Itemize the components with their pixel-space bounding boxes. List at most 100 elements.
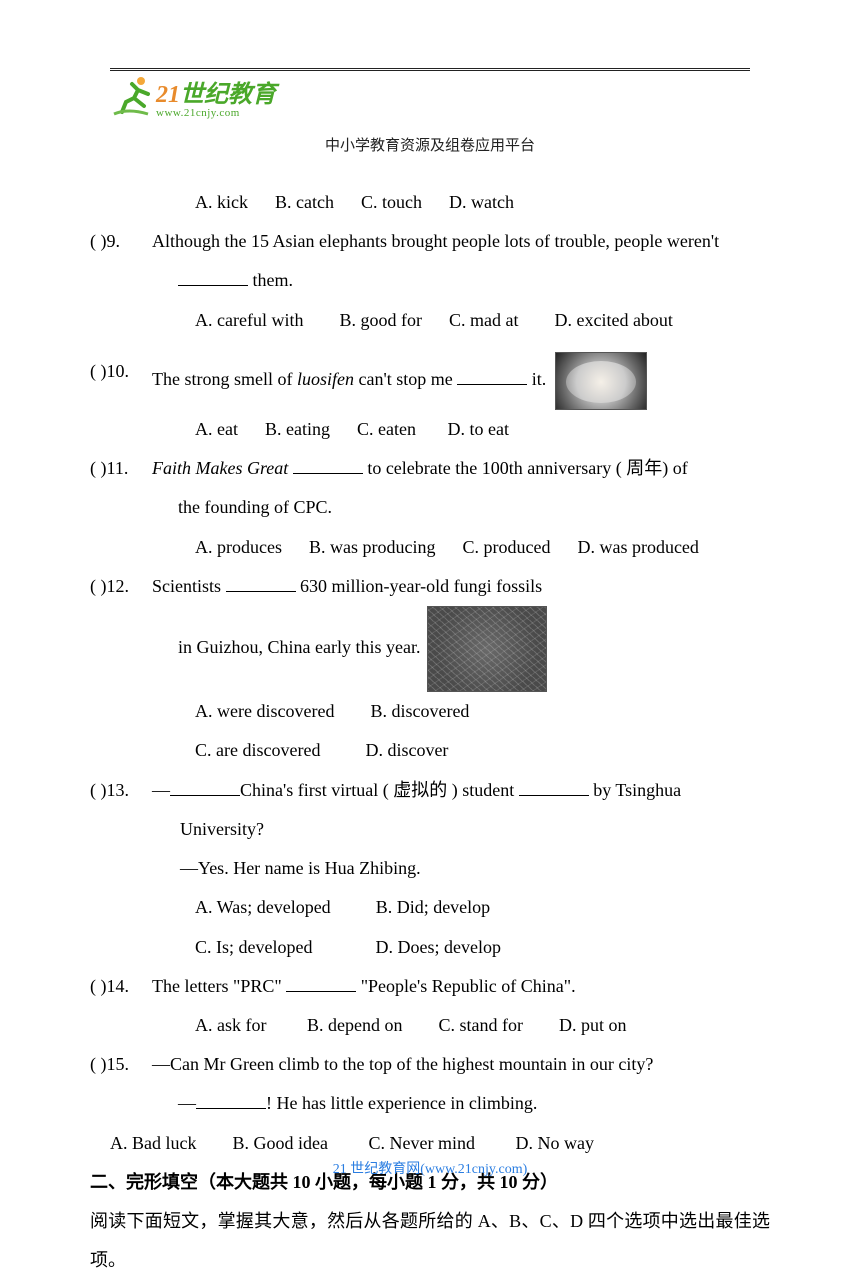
logo-brand: 21世纪教育 <box>156 74 276 109</box>
page-subtitle: 中小学教育资源及组卷应用平台 <box>90 134 770 155</box>
q10-paren[interactable]: ( )10. <box>90 352 152 410</box>
q12-options-cd: C. are discovered D. discover <box>195 731 770 770</box>
q13-options-ab: A. Was; developed B. Did; develop <box>195 888 770 927</box>
logo-green: 世纪教育 <box>180 82 276 108</box>
q15-blank[interactable] <box>196 1090 266 1110</box>
q12-text3: in Guizhou, China early this year. <box>178 637 420 657</box>
q10-text1: The strong smell of <box>152 369 297 389</box>
q12-c: C. are discovered <box>195 740 320 760</box>
q10-d: D. to eat <box>447 419 508 439</box>
q14-options: A. ask for B. depend on C. stand for D. … <box>195 1006 770 1045</box>
q10-c: C. eaten <box>357 419 416 439</box>
q8-b: B. catch <box>275 192 334 212</box>
q13-paren[interactable]: ( )13. <box>90 771 152 810</box>
q10-a: A. eat <box>195 419 238 439</box>
q11-blank[interactable] <box>293 454 363 474</box>
q10-options: A. eat B. eating C. eaten D. to eat <box>195 410 770 449</box>
section2-instr: 阅读下面短文，掌握其大意，然后从各题所给的 A、B、C、D 四个选项中选出最佳选… <box>90 1202 770 1280</box>
q11-d: D. was produced <box>577 537 698 557</box>
q13-cont1: University? <box>180 810 770 849</box>
q13-text2: China's first virtual ( 虚拟的 ) student <box>240 780 519 800</box>
q15-text3: ! He has little experience in climbing. <box>266 1093 537 1113</box>
q12-text1: Scientists <box>152 576 226 596</box>
q12-paren[interactable]: ( )12. <box>90 567 152 606</box>
q11-text2: to celebrate the 100th anniversary ( 周年)… <box>363 458 688 478</box>
q13-options-cd: C. Is; developed D. Does; develop <box>195 928 770 967</box>
q10-blank[interactable] <box>457 365 527 385</box>
q15-text1: —Can Mr Green climb to the top of the hi… <box>152 1045 770 1084</box>
q15-cont: — ! He has little experience in climbing. <box>178 1084 770 1123</box>
logo-orange: 21 <box>156 82 180 108</box>
q9-c: C. mad at <box>449 310 519 330</box>
q10-text3: it. <box>527 369 546 389</box>
q9-a: A. careful with <box>195 310 303 330</box>
q14-blank[interactable] <box>286 972 356 992</box>
q13: ( )13. — China's first virtual ( 虚拟的 ) st… <box>90 771 770 810</box>
q9-cont: them. <box>178 261 770 300</box>
q15-d: D. No way <box>515 1133 594 1153</box>
q11-c: C. produced <box>462 537 550 557</box>
q13-body: — China's first virtual ( 虚拟的 ) student b… <box>152 771 770 810</box>
q10-italic: luosifen <box>297 369 354 389</box>
q13-cont2: —Yes. Her name is Hua Zhibing. <box>180 849 770 888</box>
q12-text2: 630 million-year-old fungi fossils <box>296 576 543 596</box>
q8-d: D. watch <box>449 192 514 212</box>
q10-b: B. eating <box>265 419 330 439</box>
fossil-image <box>427 606 547 692</box>
q13-blank2[interactable] <box>519 776 589 796</box>
q11-cont: the founding of CPC. <box>178 488 770 527</box>
q9-blank[interactable] <box>178 267 248 287</box>
q8-options: A. kick B. catch C. touch D. watch <box>195 183 770 222</box>
q14: ( )14. The letters "PRC" "People's Repub… <box>90 967 770 1006</box>
q10-text2: can't stop me <box>354 369 457 389</box>
q11-paren[interactable]: ( )11. <box>90 449 152 488</box>
q13-b: B. Did; develop <box>376 897 491 917</box>
q11-options: A. produces B. was producing C. produced… <box>195 528 770 567</box>
q9-b: B. good for <box>339 310 422 330</box>
q12: ( )12. Scientists 630 million-year-old f… <box>90 567 770 606</box>
q11-italic: Faith Makes Great <box>152 458 288 478</box>
q9-d: D. excited about <box>554 310 672 330</box>
q9: ( )9. Although the 15 Asian elephants br… <box>90 222 770 261</box>
q14-text2: "People's Republic of China". <box>356 976 575 996</box>
q13-c: C. Is; developed <box>195 937 312 957</box>
q11: ( )11. Faith Makes Great to celebrate th… <box>90 449 770 488</box>
logo: 21世纪教育 www.21cnjy.com <box>108 72 276 120</box>
q9-text1: Although the 15 Asian elephants brought … <box>152 222 770 261</box>
q9-text2: them. <box>248 270 293 290</box>
q15-text2: — <box>178 1093 196 1113</box>
footer: 21 世纪教育网(www.21cnjy.com) <box>0 1158 860 1178</box>
q11-a: A. produces <box>195 537 282 557</box>
q13-d: D. Does; develop <box>375 937 500 957</box>
q14-c: C. stand for <box>438 1015 523 1035</box>
q12-d: D. discover <box>365 740 448 760</box>
q14-a: A. ask for <box>195 1015 266 1035</box>
q13-a: A. Was; developed <box>195 897 331 917</box>
q13-text3: by Tsinghua <box>589 780 681 800</box>
q14-paren[interactable]: ( )14. <box>90 967 152 1006</box>
q12-options-ab: A. were discovered B. discovered <box>195 692 770 731</box>
q13-blank1[interactable] <box>170 776 240 796</box>
header-rule <box>110 68 750 71</box>
q12-body: Scientists 630 million-year-old fungi fo… <box>152 567 770 606</box>
q8-a: A. kick <box>195 192 248 212</box>
q8-c: C. touch <box>361 192 422 212</box>
q14-d: D. put on <box>559 1015 627 1035</box>
content: A. kick B. catch C. touch D. watch ( )9.… <box>90 183 770 1281</box>
q12-cont: in Guizhou, China early this year. <box>178 606 770 692</box>
q15-a: A. Bad luck <box>110 1133 196 1153</box>
q15: ( )15. —Can Mr Green climb to the top of… <box>90 1045 770 1084</box>
q12-a: A. were discovered <box>195 701 334 721</box>
q15-b: B. Good idea <box>232 1133 327 1153</box>
q15-c: C. Never mind <box>368 1133 474 1153</box>
q15-paren[interactable]: ( )15. <box>90 1045 152 1084</box>
q11-body: Faith Makes Great to celebrate the 100th… <box>152 449 770 488</box>
q9-options: A. careful with B. good for C. mad at D.… <box>195 301 770 340</box>
q10: ( )10. The strong smell of luosifen can'… <box>90 352 770 410</box>
q13-text1: — <box>152 780 170 800</box>
q14-text1: The letters "PRC" <box>152 976 286 996</box>
luosifen-image <box>555 352 647 410</box>
q12-blank[interactable] <box>226 572 296 592</box>
q9-paren[interactable]: ( )9. <box>90 222 152 261</box>
q11-b: B. was producing <box>309 537 435 557</box>
